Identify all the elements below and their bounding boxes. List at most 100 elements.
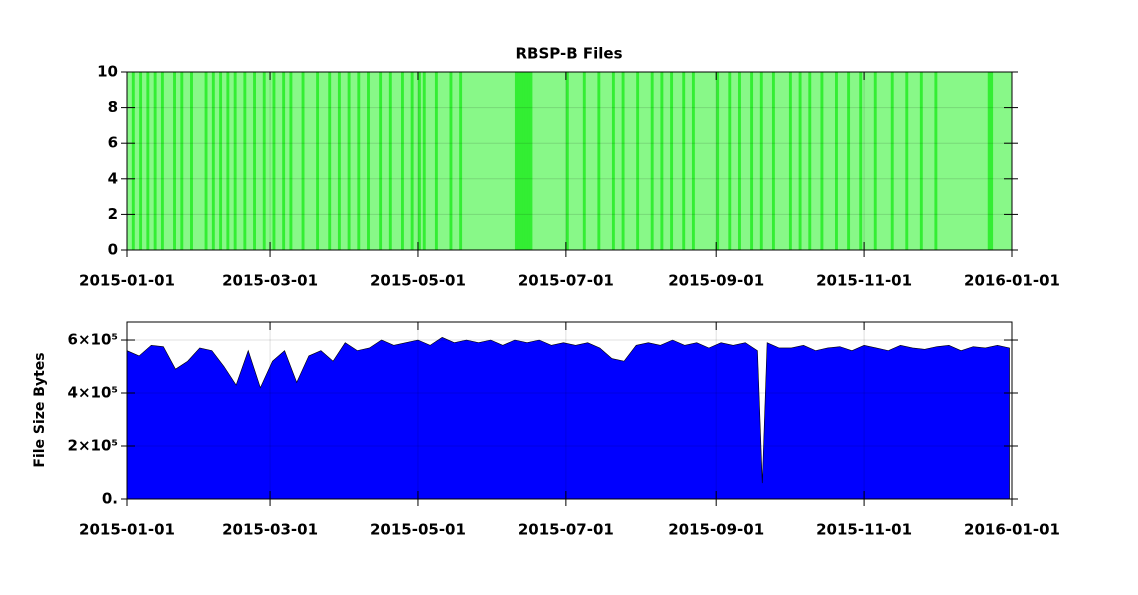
x-tick-label: 2015-11-01 <box>816 272 912 290</box>
bar <box>357 72 361 250</box>
bar <box>660 72 664 250</box>
bar <box>253 72 256 250</box>
bar <box>173 72 176 250</box>
y-tick-label: 2×10⁵ <box>68 437 118 455</box>
x-tick-label: 2015-05-01 <box>370 521 466 539</box>
bar <box>691 72 695 250</box>
bar <box>400 72 404 250</box>
bar <box>820 72 824 250</box>
bar <box>738 72 741 250</box>
x-tick-label: 2016-01-01 <box>964 521 1060 539</box>
bar <box>519 72 523 250</box>
bar <box>636 72 640 250</box>
bar <box>204 72 208 250</box>
bar <box>459 72 463 250</box>
y-tick-label: 8 <box>108 98 118 116</box>
bar <box>682 72 686 250</box>
bar <box>262 72 266 250</box>
x-tick-label: 2015-11-01 <box>816 521 912 539</box>
bar <box>131 72 135 250</box>
bar <box>650 72 654 250</box>
y-tick-label: 6×10⁵ <box>68 331 118 349</box>
bar <box>847 72 851 250</box>
bar <box>514 72 518 250</box>
y-tick-label: 4×10⁵ <box>68 384 118 402</box>
bar <box>798 72 802 250</box>
bar <box>282 72 286 250</box>
bar <box>301 72 305 250</box>
bar <box>835 72 838 250</box>
x-tick-label: 2015-09-01 <box>668 272 764 290</box>
bar <box>422 72 426 250</box>
bar <box>527 72 530 250</box>
bar <box>146 72 150 250</box>
bar <box>289 72 293 250</box>
x-tick-label: 2015-01-01 <box>79 521 175 539</box>
bar <box>449 72 453 250</box>
y-tick-label: 0. <box>102 490 118 508</box>
plot-frame <box>126 321 1013 500</box>
bar <box>990 72 994 250</box>
bar <box>243 72 247 250</box>
x-tick-label: 2015-03-01 <box>222 272 318 290</box>
bar <box>367 72 370 250</box>
bar <box>788 72 792 250</box>
bar <box>565 72 569 250</box>
bar <box>728 72 732 250</box>
bar <box>759 72 763 250</box>
bar <box>873 72 877 250</box>
bar <box>337 72 341 250</box>
bar <box>597 72 601 250</box>
area <box>126 337 1010 500</box>
y-axis-label: File Size Bytes <box>32 352 48 467</box>
bar <box>905 72 909 250</box>
bar <box>417 72 421 250</box>
bar <box>859 72 863 250</box>
x-tick-label: 2015-05-01 <box>370 272 466 290</box>
y-tick-label: 10 <box>97 63 118 81</box>
bar <box>670 72 674 250</box>
bar <box>316 72 320 250</box>
y-tick-label: 6 <box>108 134 118 152</box>
plot-frame <box>126 71 1013 251</box>
bar <box>582 72 586 250</box>
bar <box>808 72 812 250</box>
x-tick-label: 2015-03-01 <box>222 521 318 539</box>
x-tick-label: 2015-07-01 <box>518 272 614 290</box>
bar <box>771 72 775 250</box>
bar <box>529 72 533 250</box>
bar <box>934 72 938 250</box>
bar <box>890 72 894 250</box>
bar <box>522 72 526 250</box>
bar <box>139 72 143 250</box>
bar <box>611 72 615 250</box>
chart-title: RBSP-B Files <box>515 45 622 63</box>
bar <box>272 72 276 250</box>
x-tick-label: 2015-07-01 <box>518 521 614 539</box>
bar <box>190 72 193 250</box>
bar <box>328 72 332 250</box>
x-tick-label: 2015-01-01 <box>79 272 175 290</box>
x-tick-label: 2016-01-01 <box>964 272 1060 290</box>
plot-background <box>127 72 1012 250</box>
bar <box>919 72 923 250</box>
bar <box>160 72 164 250</box>
bar <box>180 72 184 250</box>
x-tick-label: 2015-09-01 <box>668 521 764 539</box>
bar <box>524 72 528 250</box>
bar <box>388 72 392 250</box>
bar <box>211 72 215 250</box>
bar <box>621 72 625 250</box>
bar <box>233 72 237 250</box>
bar <box>987 72 991 250</box>
bar <box>434 72 438 250</box>
y-tick-label: 2 <box>108 205 118 223</box>
bar <box>716 72 720 250</box>
bar <box>750 72 754 250</box>
bar <box>153 72 157 250</box>
y-tick-label: 0 <box>108 241 118 259</box>
bar <box>517 72 521 250</box>
bar <box>347 72 351 250</box>
bar <box>219 72 223 250</box>
